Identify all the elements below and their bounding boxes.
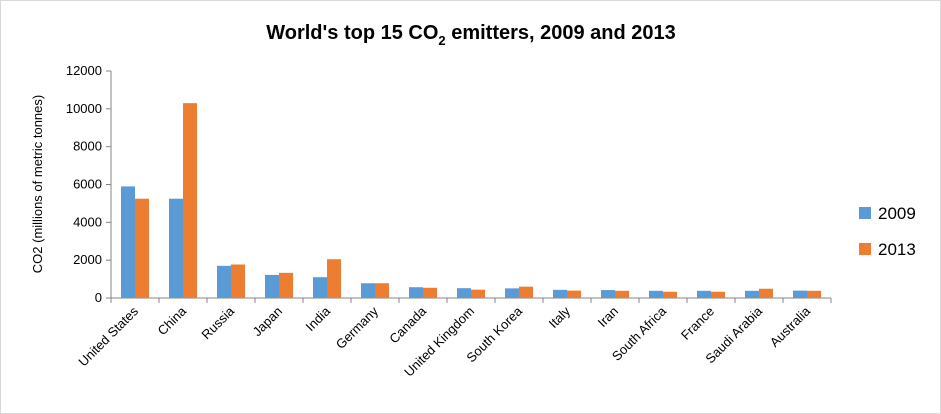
bar-2013-saudi-arabia (759, 288, 773, 298)
chart-title-rest: emitters, 2009 and 2013 (446, 22, 676, 44)
axes-layer (106, 70, 832, 303)
bar-2013-canada (423, 287, 437, 298)
x-category-label: India (303, 303, 334, 334)
y-tick-label: 10000 (66, 101, 102, 116)
bar-2009-india (313, 277, 327, 298)
y-tick-label: 0 (95, 290, 102, 305)
x-category-label: Iran (595, 304, 621, 330)
y-tick-label: 6000 (73, 177, 102, 192)
bar-2013-united-states (135, 198, 149, 298)
bar-2013-south-africa (663, 291, 677, 298)
bar-2013-russia (231, 264, 245, 298)
bars-layer (121, 103, 821, 299)
bar-2013-iran (615, 290, 629, 298)
bar-2009-italy (553, 289, 567, 298)
bar-2009-germany (361, 283, 375, 298)
y-axis-label: CO2 (millions of metric tonnes) (30, 95, 45, 273)
legend-label-2009: 2009 (878, 204, 916, 223)
legend-label-2013: 2013 (878, 240, 916, 259)
bar-2009-canada (409, 287, 423, 298)
legend: 2009 2013 (859, 204, 916, 259)
legend-swatch-2009 (859, 207, 871, 219)
bar-2013-italy (567, 290, 581, 298)
bar-2013-australia (807, 290, 821, 298)
x-category-label: Canada (386, 303, 429, 346)
bar-2009-china (169, 198, 183, 298)
bar-2009-iran (601, 290, 615, 298)
bar-2009-japan (265, 274, 279, 298)
bar-2013-japan (279, 272, 293, 298)
bar-2009-saudi-arabia (745, 290, 759, 298)
bar-2009-south-africa (649, 290, 663, 298)
x-category-label: China (154, 303, 189, 338)
bar-2013-south-korea (519, 286, 533, 298)
legend-swatch-2013 (859, 243, 871, 255)
bar-2009-united-states (121, 186, 135, 298)
y-tick-label: 4000 (73, 214, 102, 229)
y-tick-label: 2000 (73, 252, 102, 267)
bar-2013-india (327, 259, 341, 298)
chart-title-subscript: 2 (438, 33, 445, 48)
x-category-label: Germany (333, 303, 382, 352)
x-category-label: France (678, 304, 717, 343)
bar-2013-france (711, 291, 725, 298)
bar-2013-united-kingdom (471, 289, 485, 298)
bar-2013-germany (375, 283, 389, 298)
y-tick-label: 8000 (73, 139, 102, 154)
x-category-label: Australia (767, 303, 814, 350)
bar-2009-australia (793, 290, 807, 298)
x-category-label: Italy (546, 303, 574, 331)
x-category-label: Russia (198, 303, 237, 342)
chart-title: World's top 15 CO2 emitters, 2009 and 20… (266, 22, 676, 48)
bar-2009-russia (217, 265, 231, 298)
x-category-label: Japan (249, 304, 285, 340)
chart-title-main: World's top 15 CO (266, 22, 438, 44)
bar-2013-china (183, 103, 197, 299)
y-tick-label: 12000 (66, 63, 102, 78)
x-category-label: United States (75, 303, 141, 369)
bar-2009-france (697, 290, 711, 298)
bar-2009-united-kingdom (457, 288, 471, 298)
bar-2009-south-korea (505, 288, 519, 298)
